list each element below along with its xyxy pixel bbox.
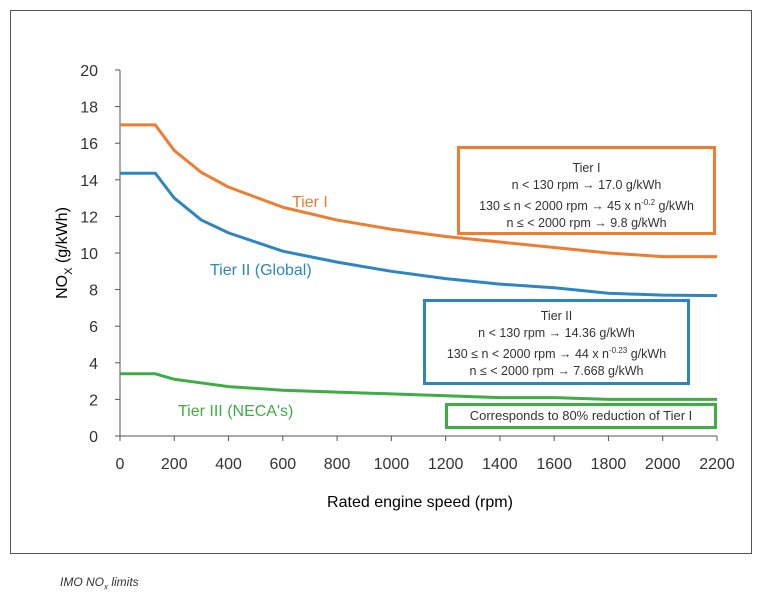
y-tick-label: 6	[89, 319, 98, 336]
tier2-line2: 130 ≤ n < 2000 rpm → 44 x n-0.23 g/kWh	[446, 346, 667, 362]
series-line-tier2	[120, 171, 718, 298]
y-tick-label: 8	[89, 283, 98, 300]
y-tick-label: 14	[80, 173, 98, 190]
series-line-tier3	[120, 372, 717, 401]
x-tick-label: 1200	[428, 456, 464, 473]
series-line-tier1	[120, 123, 717, 259]
x-tick-label: 1000	[374, 456, 410, 473]
y-axis-label: NOX (g/kWh)	[54, 207, 75, 299]
y-tick-label: 12	[80, 209, 98, 226]
y-tick-label: 0	[89, 429, 98, 446]
series-label-tier3: Tier III (NECA's)	[178, 403, 293, 420]
x-tick-label: 0	[116, 456, 125, 473]
x-tick-label: 2200	[699, 456, 735, 473]
x-tick-label: 1600	[536, 456, 572, 473]
series-label-tier1: Tier I	[292, 194, 328, 211]
y-tick-label: 18	[80, 100, 98, 117]
tier3-note: Corresponds to 80% reduction of Tier I	[469, 408, 693, 423]
y-tick-label: 4	[89, 356, 98, 373]
y-tick-label: 10	[80, 246, 98, 263]
figure-caption: IMO NOx limits	[60, 575, 139, 592]
tier3-annotation-box: Corresponds to 80% reduction of Tier I	[445, 403, 717, 429]
x-tick-label: 400	[215, 456, 242, 473]
x-tick-label: 200	[161, 456, 188, 473]
x-tick-label: 600	[269, 456, 296, 473]
tier2-line1: n < 130 rpm → 14.36 g/kWh	[478, 326, 635, 340]
y-tick-label: 2	[89, 392, 98, 409]
tier2-title: Tier II	[540, 309, 573, 323]
x-tick-label: 800	[324, 456, 351, 473]
tier1-line2: 130 ≤ n < 2000 rpm → 45 x n-0.2 g/kWh	[479, 198, 694, 214]
x-tick-label: 2000	[645, 456, 681, 473]
tier1-line1: n < 130 rpm → 17.0 g/kWh	[511, 178, 662, 192]
x-tick-label: 1800	[591, 456, 627, 473]
chart-frame	[10, 10, 752, 554]
x-tick-label: 1400	[482, 456, 518, 473]
x-axis-label: Rated engine speed (rpm)	[327, 494, 513, 511]
tier1-annotation-box: Tier I n < 130 rpm → 17.0 g/kWh 130 ≤ n …	[457, 146, 716, 235]
tier1-title: Tier I	[572, 161, 601, 175]
tier2-annotation-box: Tier II n < 130 rpm → 14.36 g/kWh 130 ≤ …	[423, 299, 690, 385]
tier2-line3: n ≤ < 2000 rpm → 7.668 g/kWh	[469, 364, 644, 379]
y-tick-label: 16	[80, 136, 98, 153]
series-label-tier2: Tier II (Global)	[210, 262, 312, 279]
tier1-line3: n ≤ < 2000 rpm → 9.8 g/kWh	[506, 216, 667, 231]
y-tick-label: 20	[80, 63, 98, 80]
